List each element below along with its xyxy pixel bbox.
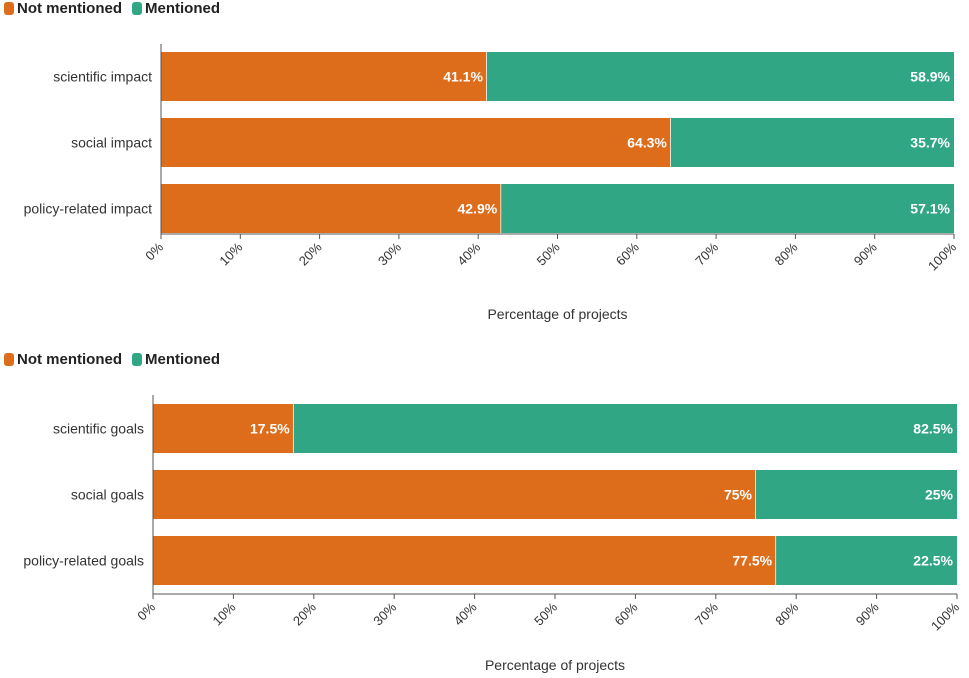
bar-segment	[153, 404, 294, 453]
data-label: 77.5%	[732, 553, 772, 569]
x-tick-label: 100%	[928, 599, 962, 633]
x-tick-label: 90%	[851, 239, 880, 268]
bar-segment	[293, 404, 957, 453]
x-tick-label: 80%	[772, 599, 801, 628]
bar-segment	[776, 536, 957, 585]
legend-item-not-mentioned[interactable]: Not mentioned	[4, 351, 122, 368]
bar-segment	[756, 470, 957, 519]
legend-item-mentioned[interactable]: Mentioned	[132, 351, 220, 368]
x-tick-label: 40%	[451, 599, 480, 628]
chart2-legend: Not mentioned Mentioned	[4, 351, 220, 368]
x-tick-label: 60%	[613, 239, 642, 268]
x-tick-label: 30%	[370, 599, 399, 628]
x-tick-label: 50%	[531, 599, 560, 628]
data-label: 82.5%	[913, 421, 953, 437]
category-label: social goals	[71, 487, 144, 503]
x-tick-label: 10%	[210, 599, 239, 628]
data-label: 22.5%	[913, 553, 953, 569]
bar-segment	[153, 470, 756, 519]
x-tick-label: 20%	[296, 239, 325, 268]
category-label: social impact	[71, 135, 152, 151]
legend-swatch-mentioned	[132, 353, 142, 366]
data-label: 42.9%	[457, 201, 497, 217]
bar-segment	[501, 184, 954, 233]
data-label: 58.9%	[910, 69, 950, 85]
data-label: 25%	[925, 487, 954, 503]
x-tick-label: 60%	[612, 599, 641, 628]
data-label: 64.3%	[627, 135, 667, 151]
legend-label-mentioned: Mentioned	[145, 351, 220, 368]
x-tick-label: 50%	[534, 239, 563, 268]
x-tick-label: 0%	[142, 239, 166, 263]
x-axis-title: Percentage of projects	[485, 657, 625, 673]
x-tick-label: 80%	[772, 239, 801, 268]
chart2-goals: scientific goals 17.5% 82.5% social goals 75…	[23, 395, 962, 673]
legend-swatch-not-mentioned	[4, 2, 14, 15]
data-label: 41.1%	[443, 69, 483, 85]
legend-label-mentioned: Mentioned	[145, 0, 220, 17]
x-tick-label: 70%	[692, 239, 721, 268]
x-tick-label: 100%	[925, 239, 959, 273]
legend-label-not-mentioned: Not mentioned	[17, 351, 122, 368]
x-tick-label: 20%	[290, 599, 319, 628]
x-tick-label: 40%	[454, 239, 483, 268]
legend-swatch-not-mentioned	[4, 353, 14, 366]
x-tick-label: 70%	[692, 599, 721, 628]
data-label: 57.1%	[910, 201, 950, 217]
bar-segment	[486, 52, 954, 101]
legend-item-mentioned[interactable]: Mentioned	[132, 0, 220, 17]
x-tick-label: 10%	[216, 239, 245, 268]
bar-segment	[161, 184, 502, 233]
data-label: 75%	[724, 487, 753, 503]
x-tick-label: 30%	[375, 239, 404, 268]
x-axis-title: Percentage of projects	[487, 306, 627, 322]
bar-segment	[153, 536, 777, 585]
category-label: scientific goals	[53, 421, 144, 437]
chart1-impact: scientific impact 41.1% 58.9% social impact…	[24, 44, 959, 322]
x-tick-label: 0%	[134, 599, 158, 623]
chart1-legend: Not mentioned Mentioned	[4, 0, 220, 17]
data-label: 17.5%	[250, 421, 290, 437]
legend-item-not-mentioned[interactable]: Not mentioned	[4, 0, 122, 17]
data-label: 35.7%	[910, 135, 950, 151]
x-tick-label: 90%	[853, 599, 882, 628]
legend-label-not-mentioned: Not mentioned	[17, 0, 122, 17]
category-label: policy-related goals	[23, 553, 144, 569]
bar-segment	[161, 118, 671, 167]
bar-segment	[670, 118, 954, 167]
bar-segment	[161, 52, 487, 101]
legend-swatch-mentioned	[132, 2, 142, 15]
category-label: policy-related impact	[24, 201, 152, 217]
category-label: scientific impact	[53, 69, 152, 85]
